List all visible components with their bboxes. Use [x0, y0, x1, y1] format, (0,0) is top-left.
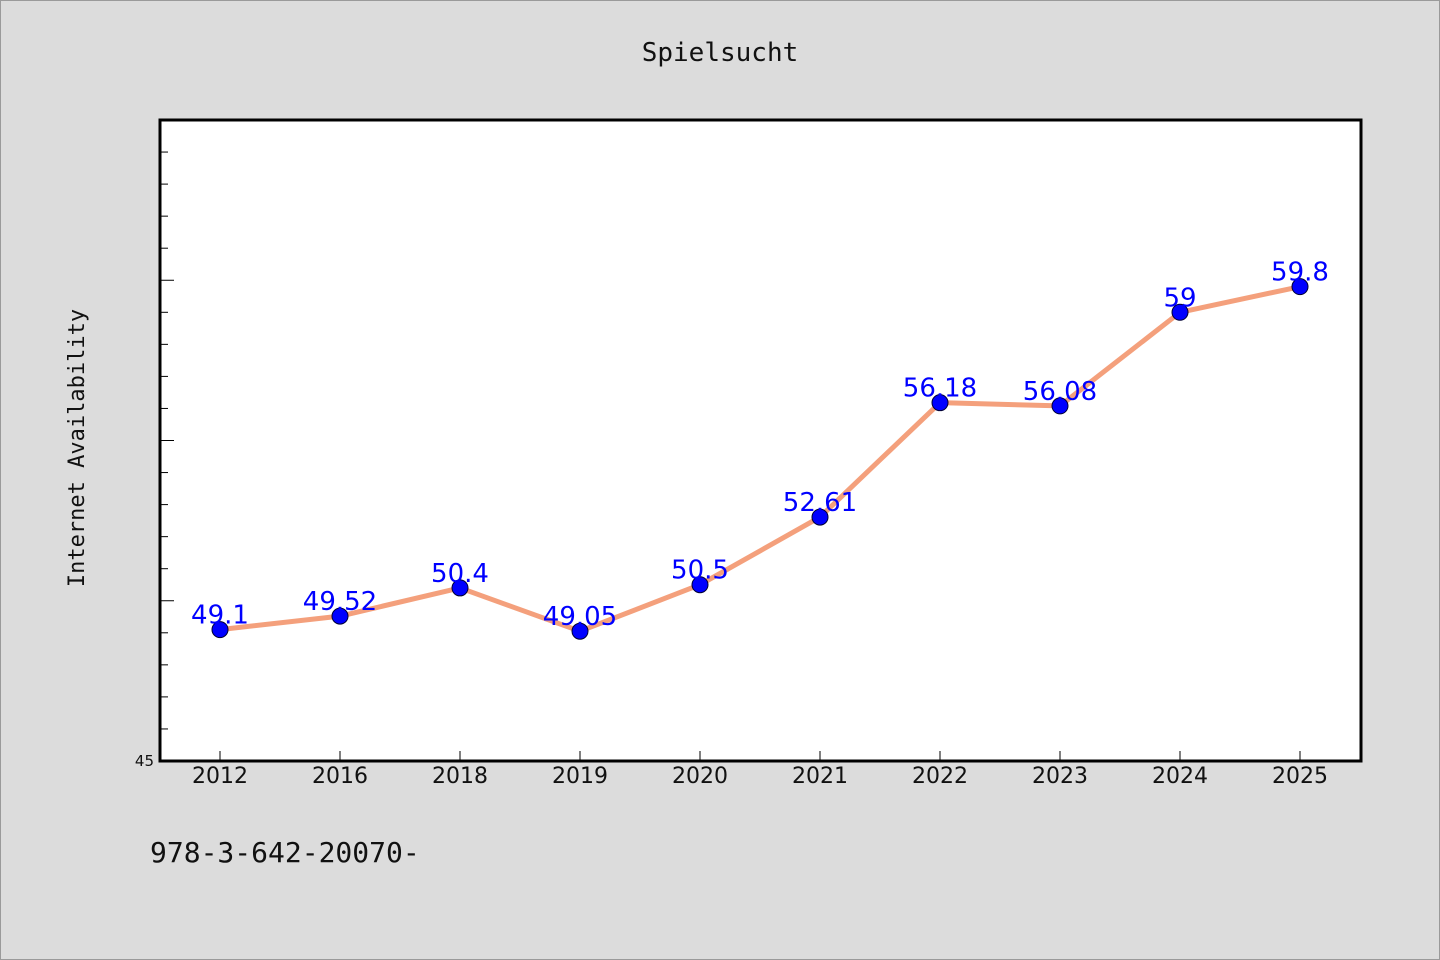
x-tick-label: 2025 [1272, 764, 1328, 789]
x-tick-label: 2023 [1032, 764, 1088, 789]
x-tick-label: 2019 [552, 764, 608, 789]
chart-title: Spielsucht [642, 38, 799, 68]
x-tick-label: 2021 [792, 764, 848, 789]
data-label: 52.61 [783, 488, 857, 518]
x-axis-ticks: 2012 2016 2018 2019 2020 2021 2022 2023 2024 2025 [192, 751, 1328, 789]
data-label: 49.05 [543, 602, 617, 632]
x-tick-label: 2018 [432, 764, 488, 789]
x-tick-label: 2022 [912, 764, 968, 789]
data-label: 49.52 [303, 587, 377, 617]
y-axis-label: Internet Availability [65, 309, 90, 587]
data-label: 50.4 [431, 559, 489, 589]
footer-text: 978-3-642-20070- [150, 836, 420, 869]
data-point [931, 394, 949, 412]
y-axis-ticks: 45 [135, 151, 174, 770]
data-label: 56.18 [903, 374, 977, 404]
x-tick-label: 2024 [1152, 764, 1208, 789]
data-point [1291, 278, 1309, 296]
data-point [811, 508, 829, 526]
data-label: 59 [1163, 283, 1196, 313]
x-tick-label: 2016 [312, 764, 368, 789]
data-label: 49.1 [191, 601, 249, 631]
series-line [219, 284, 1301, 634]
y-tick-label: 45 [135, 752, 154, 770]
data-point [1171, 303, 1189, 321]
data-point [211, 621, 229, 639]
x-tick-label: 2020 [672, 764, 728, 789]
series-group: 49.1 49.52 50.4 49.05 50.5 52.61 56.18 56.08 59 5… [191, 258, 1329, 640]
data-label: 59.8 [1271, 258, 1329, 288]
data-point [571, 622, 589, 640]
data-point [451, 579, 469, 597]
data-point [1051, 397, 1069, 415]
data-label: 50.5 [671, 556, 729, 586]
x-tick-label: 2012 [192, 764, 248, 789]
plot-area [158, 118, 1363, 763]
data-point [691, 576, 709, 594]
data-label: 56.08 [1023, 377, 1097, 407]
data-point [331, 607, 349, 625]
